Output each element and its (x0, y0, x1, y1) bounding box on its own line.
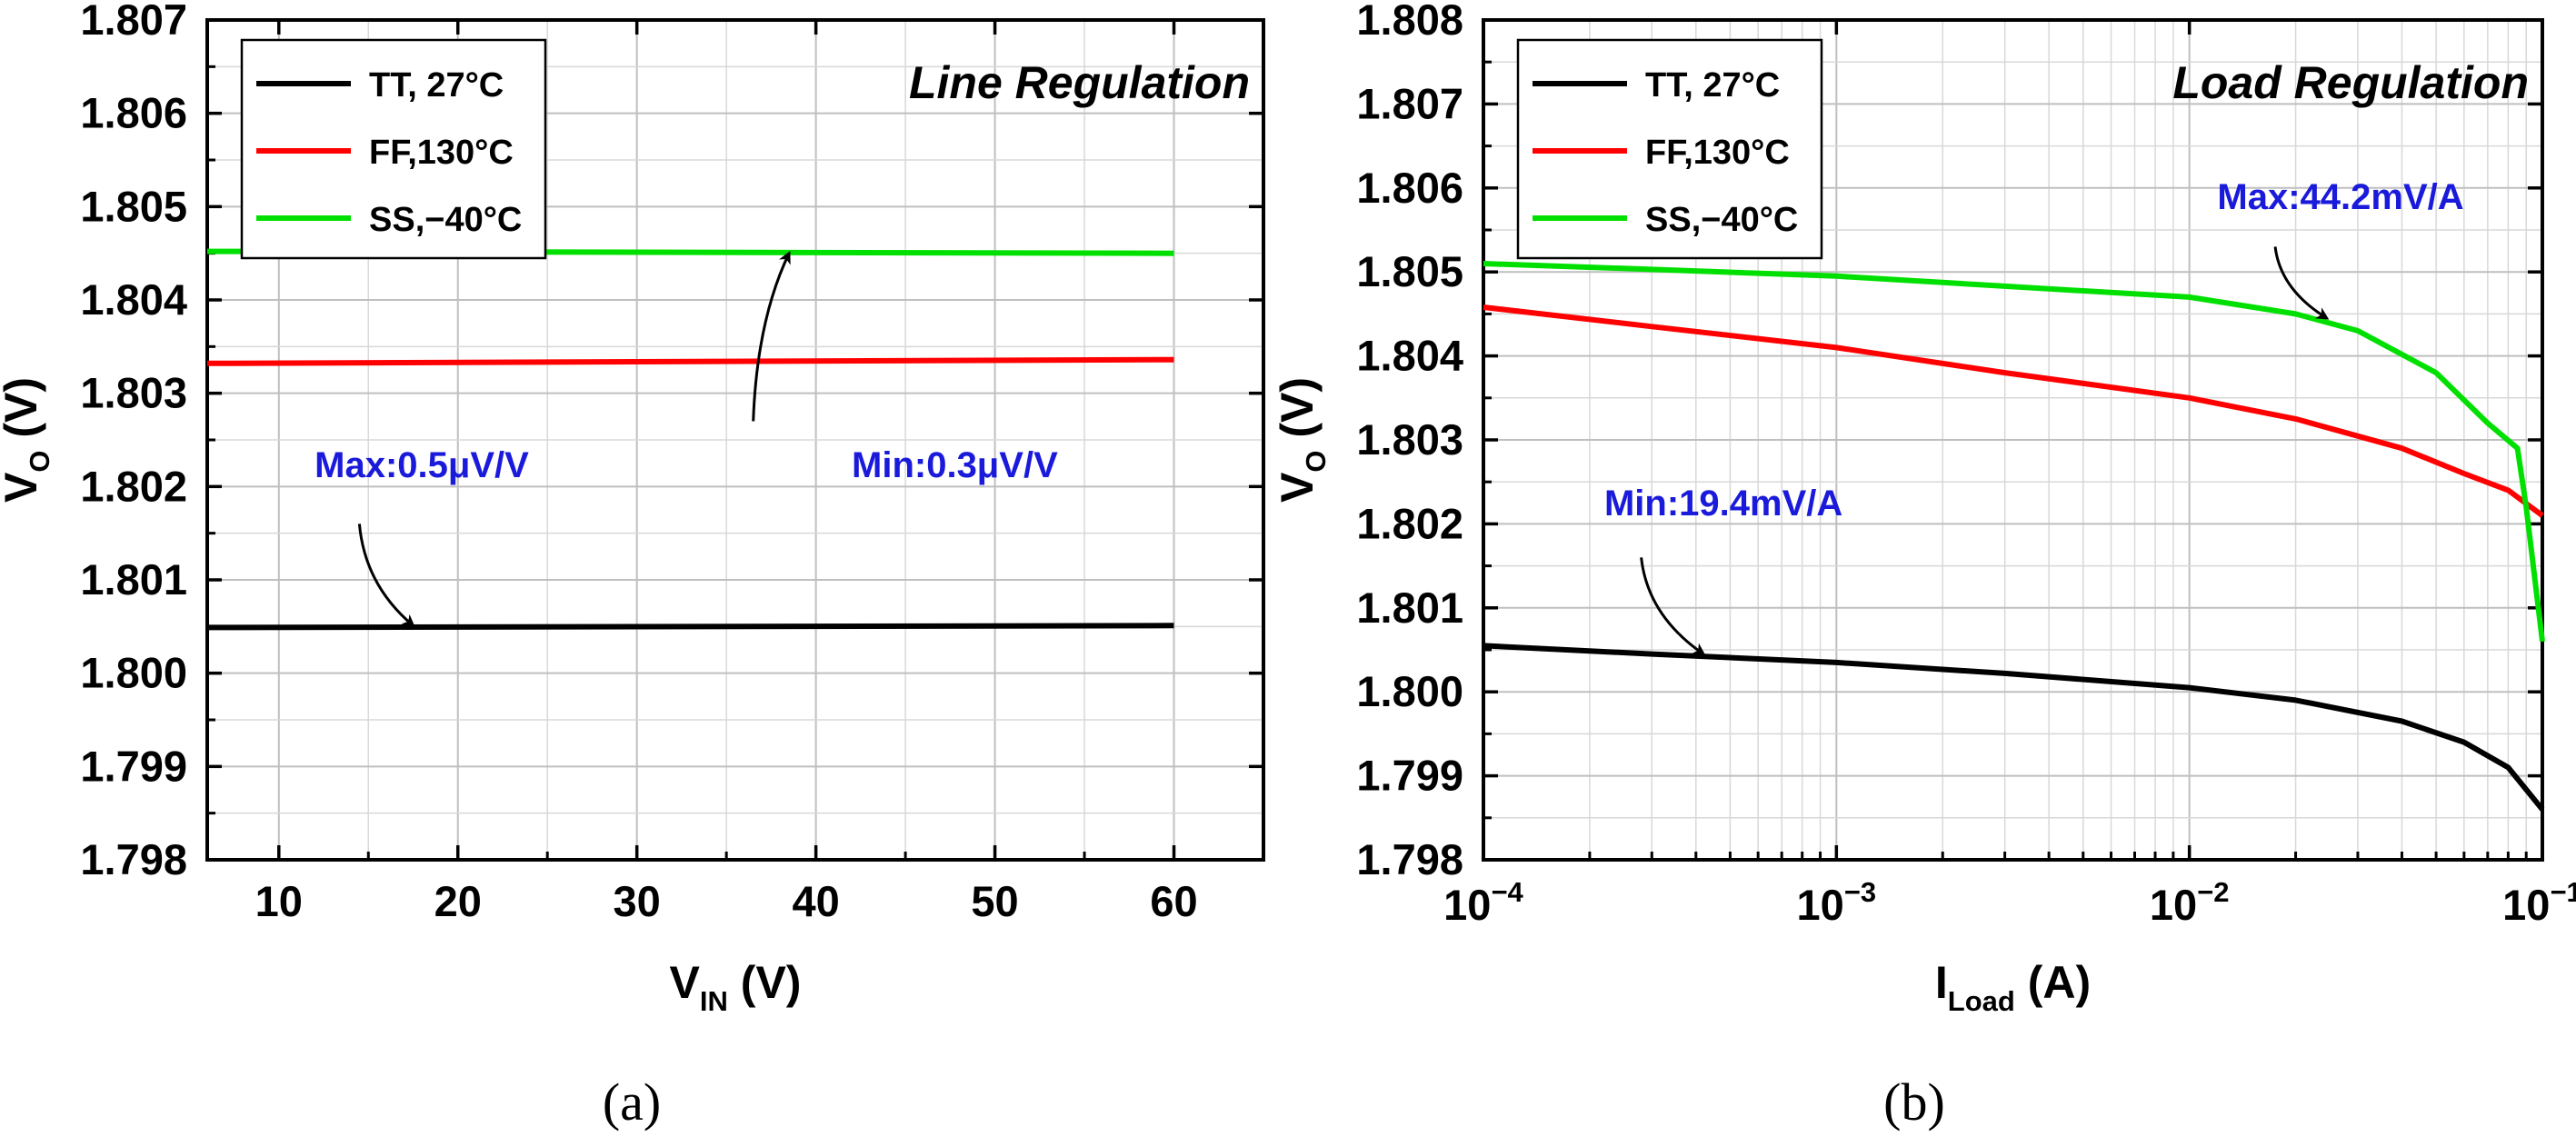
annotation-text-0: Max:44.2mV/A (2217, 177, 2463, 217)
legend-label-0: TT, 27°C (1645, 66, 1780, 105)
legend: TT, 27°C FF,130°C SS,−40°C (1516, 38, 1823, 260)
y-tick-label: 1.800 (80, 649, 187, 697)
legend-label-1: FF,130°C (369, 134, 514, 172)
series-line-2 (1483, 261, 2545, 643)
annotation-arrow-0 (2273, 246, 2330, 320)
chart-line-regulation: 1.798 1.799 1.800 1.801 1.802 1.803 1.804 1.805… (0, 0, 1265, 1017)
annotation-text-0: Max:0.5μV/V (315, 445, 529, 485)
chart-title: Load Regulation (2172, 57, 2529, 108)
x-tick-label: 20 (434, 877, 482, 925)
y-tick-label: 1.802 (1356, 499, 1463, 547)
y-tick-label: 1.801 (80, 555, 187, 603)
series-line-0 (1483, 643, 2545, 812)
x-axis-label: VIN (V) (670, 957, 802, 1017)
y-tick-label: 1.799 (80, 742, 187, 790)
annotation-text-1: Min:0.3μV/V (852, 445, 1058, 485)
x-tick-label: 10−3 (1797, 876, 1877, 929)
x-tick-label: 40 (792, 877, 839, 925)
x-tick-label: 10−2 (2150, 876, 2230, 929)
x-tick-label: 60 (1150, 877, 1197, 925)
y-tick-label: 1.802 (80, 462, 187, 510)
legend: TT, 27°C FF,130°C SS,−40°C (240, 38, 547, 260)
y-tick-label: 1.807 (80, 0, 187, 44)
y-tick-label: 1.801 (1356, 583, 1463, 632)
y-tick-label: 1.798 (80, 835, 187, 883)
x-axis-label: ILoad (A) (1935, 957, 2091, 1017)
y-tick-label: 1.806 (1356, 164, 1463, 212)
y-tick-label: 1.806 (80, 89, 187, 137)
y-tick-label: 1.800 (1356, 667, 1463, 715)
y-axis-label: VO (V) (0, 377, 55, 503)
legend-label-2: SS,−40°C (369, 201, 522, 239)
chart-load-regulation: 1.798 1.799 1.800 1.801 1.802 1.803 1.804 1.805… (1272, 0, 2576, 1017)
annotation-arrow-1 (1640, 557, 1706, 656)
annotation-arrow-1 (752, 250, 791, 422)
y-tick-label: 1.804 (80, 275, 187, 324)
x-tick-label: 50 (971, 877, 1018, 925)
y-tick-label: 1.799 (1356, 752, 1463, 800)
legend-label-1: FF,130°C (1645, 134, 1790, 172)
y-tick-label: 1.804 (1356, 332, 1463, 380)
panel-label-b: (b) (1883, 1072, 1945, 1132)
y-tick-label: 1.805 (1356, 247, 1463, 295)
series-line-0 (206, 623, 1174, 631)
series-line-1 (1483, 304, 2544, 518)
x-tick-label: 10−4 (1443, 876, 1523, 929)
y-tick-label: 1.798 (1356, 835, 1463, 883)
annotation-text-1: Min:19.4mV/A (1604, 484, 1842, 524)
x-tick-label: 10 (255, 877, 303, 925)
y-tick-label: 1.807 (1356, 79, 1463, 127)
chart-title: Line Regulation (909, 57, 1250, 108)
series-line-1 (206, 356, 1174, 366)
y-tick-label: 1.803 (1356, 415, 1463, 464)
y-axis-label: VO (V) (1272, 377, 1332, 503)
x-tick-label: 10−1 (2502, 876, 2576, 929)
panel-label-a: (a) (603, 1072, 661, 1132)
y-tick-label: 1.808 (1356, 0, 1463, 44)
y-tick-label: 1.805 (80, 182, 187, 230)
legend-label-0: TT, 27°C (369, 66, 504, 105)
y-tick-label: 1.803 (80, 369, 187, 417)
annotation-arrow-0 (357, 524, 415, 628)
legend-label-2: SS,−40°C (1645, 201, 1798, 239)
x-tick-label: 30 (614, 877, 661, 925)
